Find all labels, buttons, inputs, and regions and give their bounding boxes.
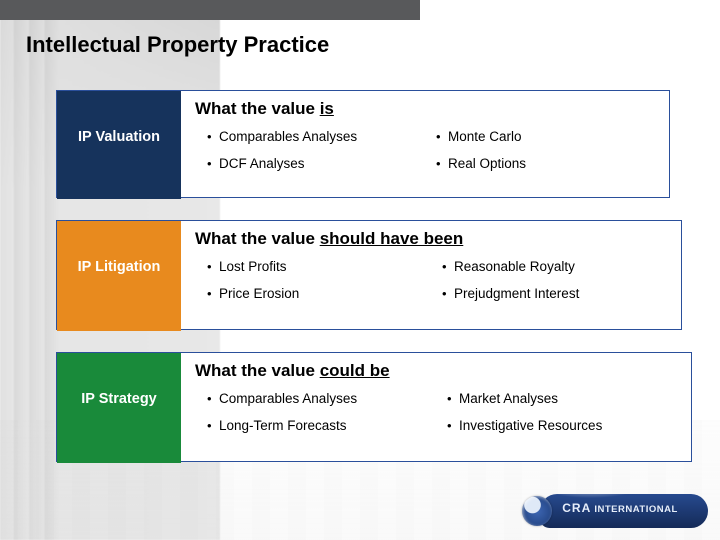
list-item: Long-Term Forecasts [207,418,437,433]
panel-tab: IP Strategy [57,353,181,463]
header-accent-bar [0,0,420,20]
list-item: Reasonable Royalty [442,259,667,274]
list-item: Real Options [436,156,655,171]
panel: IP Valuation What the value is Comparables… [56,90,670,198]
panel-heading-underlined: should have been [320,229,464,248]
brand-text-small: INTERNATIONAL [591,504,678,515]
panel: IP Strategy What the value could be Compar… [56,352,692,462]
list-item: Monte Carlo [436,129,655,144]
list-item: Prejudgment Interest [442,286,667,301]
list-item: Comparables Analyses [207,129,426,144]
panel-content: What the value could be Comparables Analy… [181,353,691,461]
panel-heading: What the value should have been [195,229,667,249]
panel-heading-underlined: could be [320,361,390,380]
panel-tab: IP Litigation [57,221,181,331]
panel-content: What the value is Comparables Analyses Mon… [181,91,669,197]
brand-text: CRA INTERNATIONAL [562,501,678,515]
brand-footer: CRA INTERNATIONAL [508,486,708,528]
panel-heading: What the value is [195,99,655,119]
list-item: Price Erosion [207,286,432,301]
panel-items: Lost Profits Reasonable Royalty Price Eros… [195,255,667,301]
list-item: DCF Analyses [207,156,426,171]
globe-icon [522,496,552,526]
list-item: Lost Profits [207,259,432,274]
panel-items: Comparables Analyses Monte Carlo DCF Analy… [195,125,655,171]
panel-heading: What the value could be [195,361,677,381]
panel-heading-underlined: is [320,99,334,118]
list-item: Market Analyses [447,391,677,406]
panel-content: What the value should have been Lost Prof… [181,221,681,329]
panel-tab: IP Valuation [57,91,181,199]
list-item: Investigative Resources [447,418,677,433]
panel-items: Comparables Analyses Market Analyses Long-… [195,387,677,433]
panel: IP LitigationWhat the value should have … [56,220,682,330]
page-title: Intellectual Property Practice [26,32,329,58]
brand-text-big: CRA [562,501,591,515]
list-item: Comparables Analyses [207,391,437,406]
